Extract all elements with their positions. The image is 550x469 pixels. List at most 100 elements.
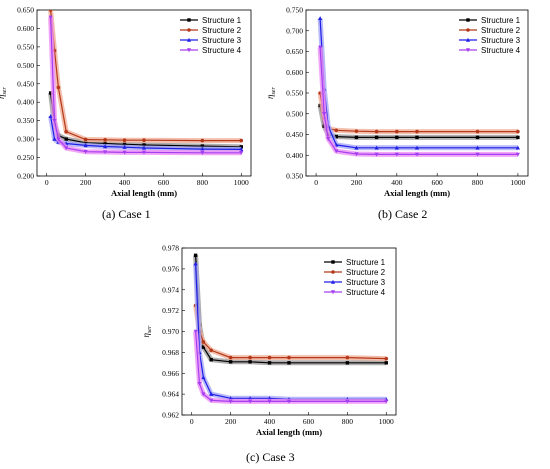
series-band	[193, 305, 387, 362]
chart-case-2: 0 200 400 600 800 1000 0.350 0.400 0.450 0.500 0.5…	[265, 6, 529, 198]
chart-case-1: 0 200 400 600 800 1000 0.200 0.250 0.300 0.350 0.4…	[0, 6, 252, 198]
y-tick-label: 0.500	[286, 109, 303, 118]
legend-marker	[331, 260, 335, 264]
data-point	[228, 360, 233, 364]
data-point	[209, 357, 213, 362]
data-point	[103, 138, 107, 142]
x-tick-label: 400	[264, 417, 276, 426]
x-tick-label: 800	[197, 178, 209, 187]
data-point	[354, 145, 359, 150]
data-point	[326, 136, 331, 141]
data-point	[374, 129, 379, 134]
data-point	[64, 137, 68, 141]
data-point	[200, 146, 205, 151]
y-tick-label: 0.450	[286, 130, 303, 139]
data-point	[374, 135, 379, 140]
y-tick-label: 0.962	[162, 411, 179, 420]
y-axis-label: ηser	[141, 325, 153, 337]
data-point	[239, 151, 244, 155]
data-point	[52, 136, 57, 141]
data-point	[83, 137, 88, 142]
legend-marker	[331, 270, 335, 274]
caption-case-3: (c) Case 3	[246, 450, 295, 464]
y-axis-label-subscript: ser	[147, 325, 153, 333]
data-point	[193, 261, 198, 266]
y-tick-label: 0.974	[162, 285, 179, 294]
data-point	[52, 118, 57, 123]
data-point	[267, 355, 272, 360]
y-tick-label: 0.550	[17, 42, 34, 51]
y-tick-label: 0.450	[17, 79, 34, 88]
y-tick-label: 0.700	[286, 26, 303, 35]
y-tick-label: 0.400	[286, 151, 303, 160]
series-line-4	[195, 331, 387, 402]
data-point	[395, 135, 399, 140]
x-tick-label: 0	[45, 178, 49, 187]
y-tick-label: 0.650	[286, 47, 303, 56]
y-tick-label: 0.350	[17, 116, 34, 125]
legend-label: Structure 1	[481, 16, 521, 25]
x-tick-label: 600	[432, 178, 444, 187]
data-point	[475, 129, 480, 134]
data-point	[48, 15, 53, 20]
x-tick-label: 1000	[379, 417, 394, 426]
data-point	[516, 135, 520, 140]
data-point	[318, 45, 323, 50]
data-point	[318, 16, 323, 20]
data-point	[122, 145, 127, 149]
y-tick-label: 0.500	[17, 61, 34, 70]
y-tick-label: 0.978	[162, 244, 179, 253]
y-tick-label: 0.550	[286, 89, 303, 98]
data-point	[248, 399, 253, 404]
legend-label: Structure 2	[481, 26, 521, 35]
legend-label: Structure 3	[481, 36, 521, 45]
data-point	[141, 150, 147, 155]
series-line-2	[195, 305, 387, 360]
data-point	[414, 145, 420, 150]
x-tick-label: 1000	[510, 178, 525, 187]
data-point	[345, 355, 350, 360]
data-point	[286, 399, 292, 404]
legend-label: Structure 2	[202, 26, 242, 35]
data-point	[197, 381, 202, 386]
legend-label: Structure 2	[346, 268, 386, 277]
data-point	[103, 150, 108, 155]
legend-label: Structure 1	[346, 258, 386, 267]
data-point	[209, 348, 213, 353]
data-point	[334, 128, 339, 133]
data-point	[228, 355, 233, 360]
data-point	[384, 399, 389, 404]
data-point	[103, 144, 108, 149]
data-point	[56, 85, 61, 90]
data-point	[201, 392, 206, 397]
x-axis-label: Axial length (mm)	[256, 427, 322, 437]
y-axis-label-subscript: ser	[2, 87, 8, 95]
data-point	[475, 152, 480, 157]
y-tick-label: 0.300	[17, 135, 34, 144]
y-tick-label: 0.600	[17, 24, 34, 33]
x-tick-label: 1000	[234, 178, 249, 187]
y-tick-label: 0.200	[17, 172, 34, 181]
legend-marker	[465, 48, 471, 53]
data-point	[142, 138, 146, 143]
data-point	[475, 145, 480, 150]
y-axis-label: ηser	[0, 87, 8, 99]
series-group	[48, 10, 244, 156]
data-point	[201, 375, 206, 380]
data-point	[322, 112, 327, 116]
data-point	[122, 150, 127, 155]
series-band	[193, 331, 387, 404]
x-tick-label: 600	[303, 417, 315, 426]
series-group	[317, 16, 520, 157]
legend-marker	[466, 28, 470, 32]
data-point	[415, 129, 419, 134]
series-group	[193, 253, 389, 404]
legend-marker	[186, 48, 192, 53]
data-point	[415, 135, 419, 140]
data-point	[239, 147, 244, 152]
data-point	[345, 399, 350, 404]
x-tick-label: 0	[190, 417, 194, 426]
legend-label: Structure 3	[202, 36, 242, 45]
data-point	[516, 129, 520, 134]
legend-label: Structure 4	[481, 46, 521, 55]
